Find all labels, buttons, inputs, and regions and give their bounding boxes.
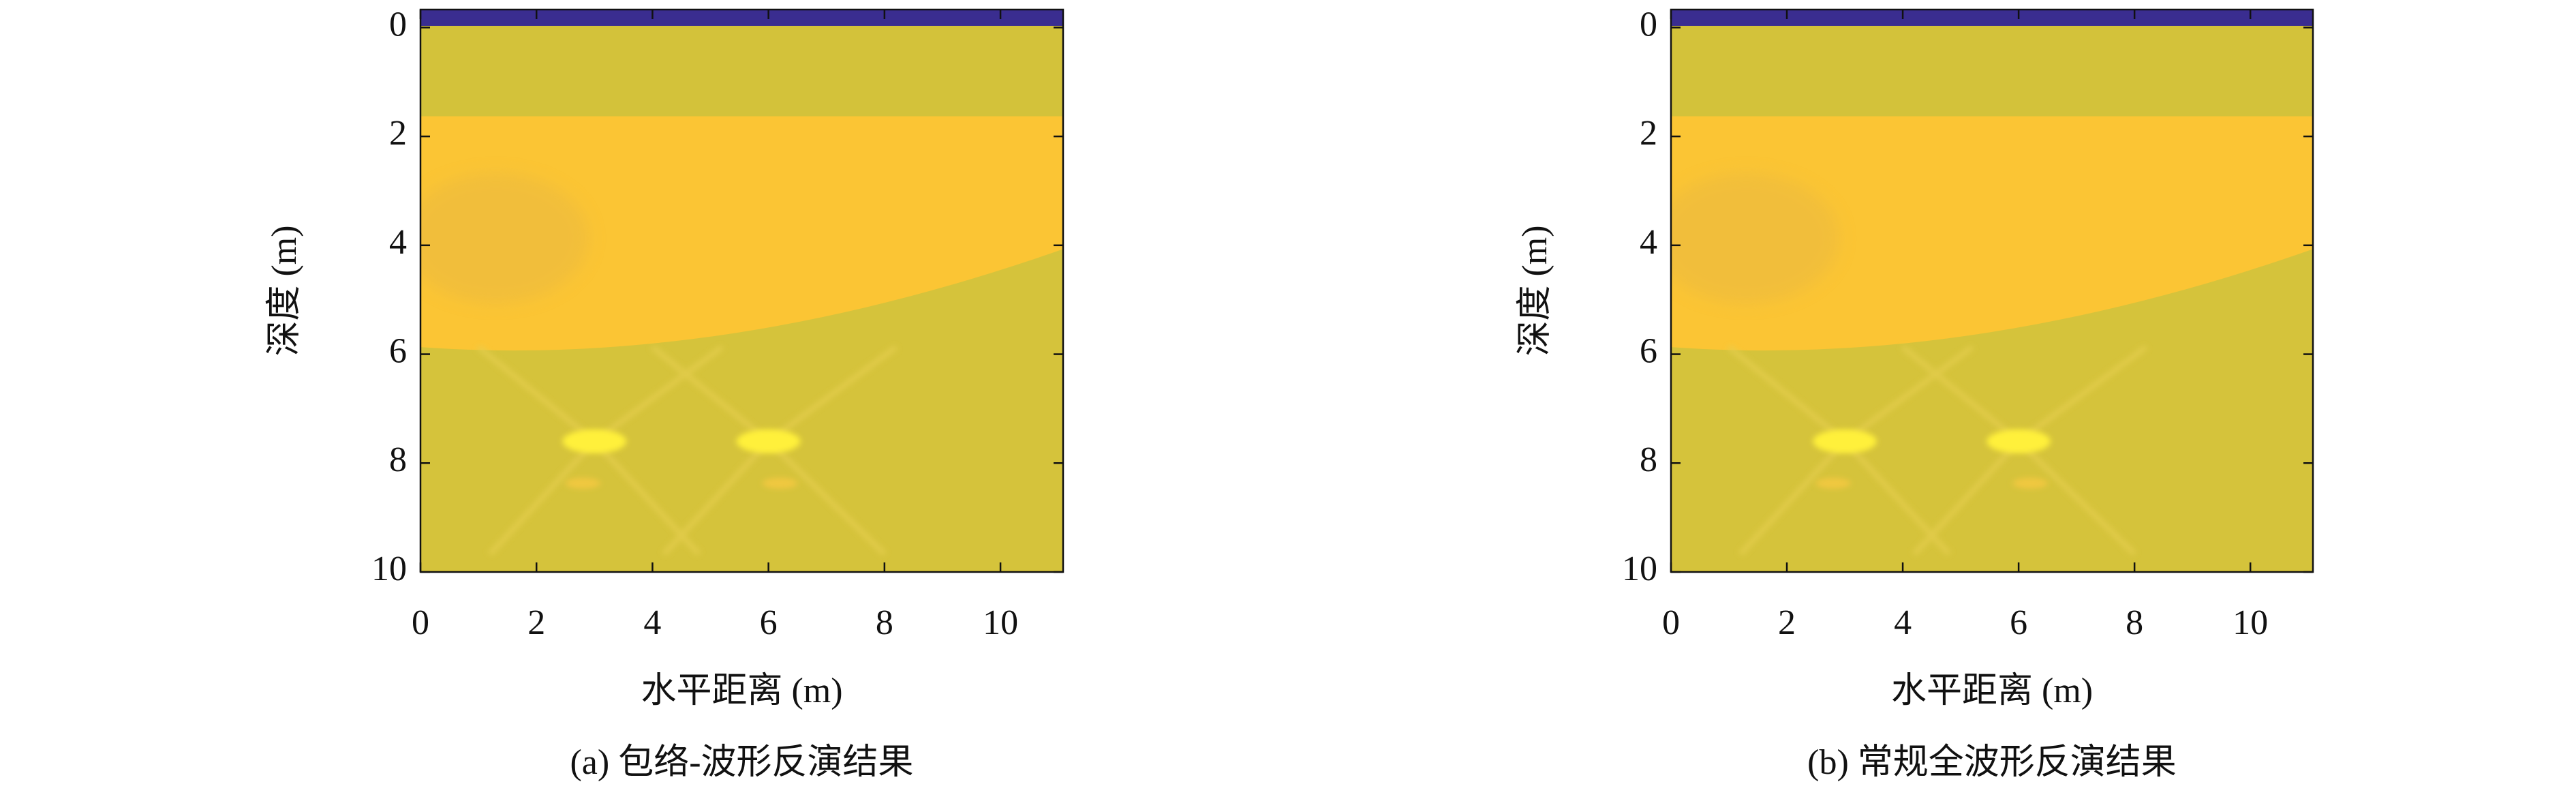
x-tick-label: 2 [1778,603,1796,642]
y-tick-label: 10 [371,549,407,588]
heatmap [403,10,1063,572]
x-axis-label: 水平距离 (m) [1891,672,2093,710]
y-axis-label: 深度 (m) [1516,225,1554,356]
y-tick-label: 8 [1640,440,1657,479]
x-tick-label: 0 [412,603,429,642]
y-tick-label: 0 [1640,5,1657,44]
y-tick-label: 10 [1622,549,1657,588]
y-tick-label: 2 [1640,114,1657,153]
y-tick-label: 4 [389,223,407,262]
x-tick-label: 0 [1662,603,1680,642]
x-tick-label: 2 [527,603,545,642]
y-tick-label: 8 [389,440,407,479]
x-tick-label: 8 [876,603,893,642]
x-tick-label: 4 [1894,603,1912,642]
x-tick-label: 10 [2233,603,2268,642]
heatmap [1653,10,2313,572]
plot-frame [1670,8,2314,573]
y-tick-label: 6 [1640,331,1657,370]
y-tick-label: 4 [1640,223,1657,262]
y-axis-label: 深度 (m) [265,225,304,356]
y-tick-label: 6 [389,331,407,370]
caption: (b) 常规全波形反演结果 [1807,743,2177,782]
x-tick-label: 8 [2126,603,2143,642]
x-tick-label: 10 [983,603,1018,642]
x-tick-label: 4 [643,603,661,642]
y-tick-label: 0 [389,5,407,44]
x-tick-label: 6 [760,603,778,642]
x-axis-label: 水平距离 (m) [641,672,842,710]
plot-frame [419,8,1064,573]
x-tick-label: 6 [2010,603,2027,642]
y-tick-label: 2 [389,114,407,153]
caption: (a) 包络-波形反演结果 [570,743,913,782]
